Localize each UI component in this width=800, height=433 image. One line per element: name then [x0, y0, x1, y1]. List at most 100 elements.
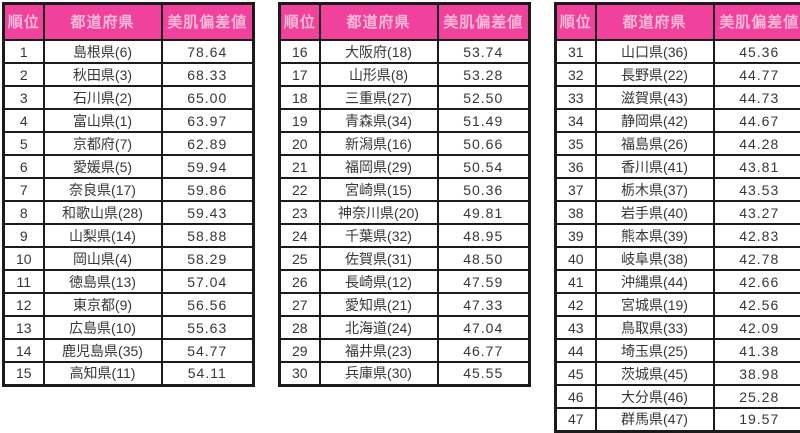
prefecture-cell: 福岡県(29) [318, 154, 439, 179]
rank-cell: 22 [278, 177, 321, 202]
value-cell: 47.04 [436, 315, 531, 340]
prefecture-cell: 青森県(34) [318, 108, 439, 133]
prefecture-cell: 宮城県(19) [594, 292, 715, 317]
value-cell: 52.50 [436, 85, 531, 110]
table-row: 17 山形県(8) 53.28 [278, 62, 531, 87]
table-row: 19 青森県(34) 51.49 [278, 108, 531, 133]
value-cell: 44.67 [712, 108, 800, 133]
rank-cell: 46 [554, 384, 597, 409]
prefecture-cell: 神奈川県(20) [318, 200, 439, 225]
rank-cell: 16 [278, 39, 321, 64]
prefecture-cell: 東京都(9) [42, 292, 163, 317]
prefecture-cell: 宮崎県(15) [318, 177, 439, 202]
rank-cell: 18 [278, 85, 321, 110]
rank-cell: 27 [278, 292, 321, 317]
value-cell: 50.36 [436, 177, 531, 202]
value-cell: 58.29 [160, 246, 255, 271]
value-cell: 65.00 [160, 85, 255, 110]
table-row: 8 和歌山県(28) 59.43 [2, 200, 255, 225]
table-row: 45 茨城県(45) 38.98 [554, 361, 800, 386]
value-cell: 44.77 [712, 62, 800, 87]
prefecture-cell: 島根県(6) [42, 39, 163, 64]
column-header-score: 美肌偏差値 [160, 2, 255, 41]
value-cell: 42.09 [712, 315, 800, 340]
table-row: 14 鹿児島県(35) 54.77 [2, 338, 255, 363]
value-cell: 45.55 [436, 361, 531, 386]
table-row: 40 岐阜県(38) 42.78 [554, 246, 800, 271]
table-row: 25 佐賀県(31) 48.50 [278, 246, 531, 271]
value-cell: 68.33 [160, 62, 255, 87]
prefecture-cell: 秋田県(3) [42, 62, 163, 87]
prefecture-cell: 三重県(27) [318, 85, 439, 110]
rank-cell: 14 [2, 338, 45, 363]
value-cell: 49.81 [436, 200, 531, 225]
table-row: 2 秋田県(3) 68.33 [2, 62, 255, 87]
value-cell: 56.56 [160, 292, 255, 317]
table-row: 29 福井県(23) 46.77 [278, 338, 531, 363]
value-cell: 47.59 [436, 269, 531, 294]
rank-cell: 23 [278, 200, 321, 225]
rank-cell: 15 [2, 361, 45, 386]
rank-cell: 34 [554, 108, 597, 133]
header-row: 順位 都道府県 美肌偏差値 [2, 2, 255, 41]
table-row: 34 静岡県(42) 44.67 [554, 108, 800, 133]
value-cell: 50.66 [436, 131, 531, 156]
value-cell: 42.56 [712, 292, 800, 317]
prefecture-cell: 広島県(10) [42, 315, 163, 340]
value-cell: 54.11 [160, 361, 255, 386]
table-row: 5 京都府(7) 62.89 [2, 131, 255, 156]
rank-cell: 25 [278, 246, 321, 271]
value-cell: 59.43 [160, 200, 255, 225]
prefecture-cell: 富山県(1) [42, 108, 163, 133]
table-row: 43 鳥取県(33) 42.09 [554, 315, 800, 340]
prefecture-cell: 和歌山県(28) [42, 200, 163, 225]
table-row: 42 宮城県(19) 42.56 [554, 292, 800, 317]
prefecture-cell: 岡山県(4) [42, 246, 163, 271]
prefecture-cell: 岩手県(40) [594, 200, 715, 225]
rank-cell: 24 [278, 223, 321, 248]
table-row: 23 神奈川県(20) 49.81 [278, 200, 531, 225]
rank-cell: 47 [554, 407, 597, 432]
column-header-prefecture: 都道府県 [594, 2, 715, 41]
rank-cell: 21 [278, 154, 321, 179]
rank-cell: 1 [2, 39, 45, 64]
value-cell: 58.88 [160, 223, 255, 248]
rank-cell: 40 [554, 246, 597, 271]
prefecture-cell: 兵庫県(30) [318, 361, 439, 386]
value-cell: 78.64 [160, 39, 255, 64]
rank-cell: 37 [554, 177, 597, 202]
rank-cell: 7 [2, 177, 45, 202]
rank-cell: 13 [2, 315, 45, 340]
value-cell: 47.33 [436, 292, 531, 317]
rank-cell: 45 [554, 361, 597, 386]
table-row: 44 埼玉県(25) 41.38 [554, 338, 800, 363]
prefecture-cell: 佐賀県(31) [318, 246, 439, 271]
table-row: 31 山口県(36) 45.36 [554, 39, 800, 64]
table-row: 39 熊本県(39) 42.83 [554, 223, 800, 248]
table-row: 6 愛媛県(5) 59.94 [2, 154, 255, 179]
table-row: 18 三重県(27) 52.50 [278, 85, 531, 110]
table-row: 10 岡山県(4) 58.29 [2, 246, 255, 271]
prefecture-cell: 鳥取県(33) [594, 315, 715, 340]
table-row: 30 兵庫県(30) 45.55 [278, 361, 531, 386]
rank-cell: 9 [2, 223, 45, 248]
prefecture-cell: 福島県(26) [594, 131, 715, 156]
column-header-score: 美肌偏差値 [436, 2, 531, 41]
prefecture-cell: 鹿児島県(35) [42, 338, 163, 363]
table-row: 32 長野県(22) 44.77 [554, 62, 800, 87]
column-header-rank: 順位 [278, 2, 321, 41]
value-cell: 44.28 [712, 131, 800, 156]
rank-cell: 44 [554, 338, 597, 363]
prefecture-cell: 大阪府(18) [318, 39, 439, 64]
table-row: 9 山梨県(14) 58.88 [2, 223, 255, 248]
value-cell: 62.89 [160, 131, 255, 156]
value-cell: 25.28 [712, 384, 800, 409]
rank-cell: 43 [554, 315, 597, 340]
value-cell: 44.73 [712, 85, 800, 110]
ranking-table-3: 順位 都道府県 美肌偏差値 31 山口県(36) 45.36 32 長野県(22) 44.… [554, 2, 800, 433]
ranking-table-1: 順位 都道府県 美肌偏差値 1 島根県(6) 78.64 2 秋田県(3) 68.33 3 石… [2, 2, 255, 387]
prefecture-cell: 京都府(7) [42, 131, 163, 156]
value-cell: 45.36 [712, 39, 800, 64]
value-cell: 41.38 [712, 338, 800, 363]
